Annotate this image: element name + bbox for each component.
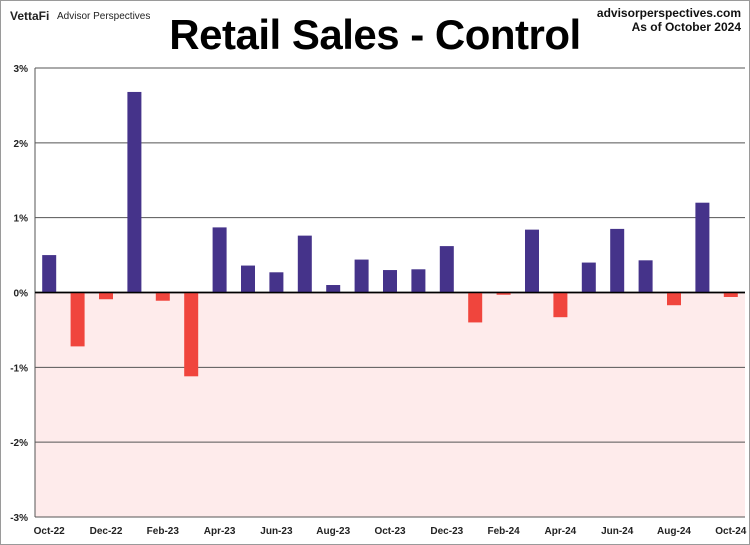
bar-Aug-23 (326, 285, 341, 293)
x-tick-label: Jun-23 (260, 526, 293, 537)
bar-Jan-24 (468, 292, 483, 323)
bar-Nov-22 (70, 292, 85, 347)
bar-Jun-24 (610, 228, 625, 293)
bar-Jun-23 (269, 272, 284, 293)
x-tick-label: Dec-22 (90, 526, 123, 537)
bar-Apr-23 (212, 227, 227, 293)
negative-region (35, 292, 745, 517)
bar-Mar-23 (184, 292, 199, 377)
y-tick-label: 1% (14, 214, 29, 225)
y-tick-label: -3% (10, 513, 28, 524)
as-of-date: As of October 2024 (631, 20, 741, 34)
bar-Oct-24 (723, 292, 738, 297)
bar-Sep-24 (695, 202, 710, 293)
x-tick-label: Jun-24 (601, 526, 634, 537)
site-url: advisorperspectives.com (596, 6, 741, 20)
bar-Oct-22 (42, 255, 57, 293)
bar-Nov-23 (411, 269, 426, 293)
bar-Feb-24 (496, 292, 511, 295)
x-tick-label: Apr-23 (204, 526, 236, 537)
bar-Jul-24 (638, 260, 653, 293)
brand-label: Advisor Perspectives (57, 11, 151, 22)
x-tick-label: Aug-24 (657, 526, 691, 537)
bar-Sep-23 (354, 259, 369, 293)
bar-Feb-23 (155, 292, 170, 301)
bar-Aug-24 (667, 292, 681, 306)
bar-May-24 (581, 262, 596, 293)
y-tick-label: 0% (14, 289, 29, 300)
bar-Oct-23 (383, 270, 397, 293)
y-tick-label: 3% (14, 64, 29, 75)
bar-Jul-23 (297, 235, 312, 293)
bar-May-23 (241, 265, 255, 293)
x-tick-label: Apr-24 (545, 526, 577, 537)
x-tick-label: Aug-23 (316, 526, 350, 537)
bar-Dec-23 (439, 246, 454, 293)
source-info: advisorperspectives.com As of October 20… (597, 6, 741, 34)
x-tick-label: Feb-23 (147, 526, 180, 537)
y-tick-label: -2% (10, 438, 28, 449)
x-tick-label: Oct-22 (34, 526, 66, 537)
bar-Apr-24 (553, 292, 568, 318)
y-tick-label: -1% (10, 363, 28, 374)
vettafi-logo: VettaFi (10, 9, 50, 23)
x-tick-label: Dec-23 (430, 526, 463, 537)
x-tick-label: Feb-24 (487, 526, 520, 537)
bar-Dec-22 (99, 292, 113, 300)
bar-Mar-24 (525, 229, 539, 293)
x-tick-label: Oct-24 (715, 526, 747, 537)
x-tick-label: Oct-23 (374, 526, 406, 537)
bar-Jan-23 (127, 91, 142, 293)
chart-title: Retail Sales - Control (169, 11, 581, 58)
y-tick-label: 2% (14, 139, 29, 150)
